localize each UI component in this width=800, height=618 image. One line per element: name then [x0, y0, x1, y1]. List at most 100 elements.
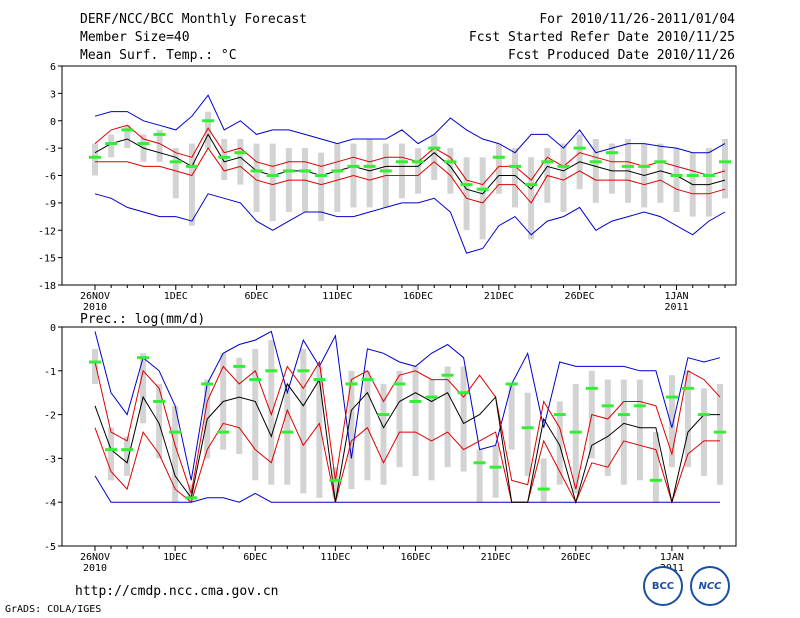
prec-spread-bar — [268, 340, 275, 485]
temp-ensemble-mean-marker — [622, 164, 635, 168]
temp-spread-bar — [237, 139, 244, 185]
temp-ensemble-mean-marker — [638, 164, 651, 168]
temp-x-tick-label: 1DEC — [164, 291, 188, 302]
temp-ensemble-mean-marker — [299, 169, 311, 173]
temp-x-tick-label: 16DEC — [403, 291, 433, 302]
prec-ensemble-mean-marker — [633, 404, 646, 408]
prec-ensemble-mean-marker — [105, 448, 118, 452]
prec-spread-bar — [700, 388, 707, 476]
prec-spread-bar — [508, 383, 515, 450]
prec-spread-bar — [364, 370, 371, 481]
prec-ensemble-mean-marker — [649, 478, 662, 482]
prec-ensemble-mean-marker — [697, 413, 710, 417]
website-url[interactable]: http://cmdp.ncc.cma.gov.cn — [75, 584, 279, 599]
prec-ensemble-mean-marker — [617, 413, 630, 417]
temp-ensemble-mean-marker — [719, 160, 731, 164]
prec-ensemble-mean-marker — [345, 382, 358, 386]
temp-spread-bar — [592, 139, 599, 203]
prec-ensemble-mean-marker — [233, 364, 246, 368]
prec-y-tick-label: -3 — [44, 454, 56, 465]
temp-ensemble-mean-marker — [509, 164, 521, 168]
prec-spread-bar — [540, 458, 547, 503]
temp-spread-bar — [495, 143, 502, 194]
temp-ensemble-mean-marker — [331, 169, 344, 173]
prec-spread-bar — [717, 383, 723, 485]
temp-spread-bar — [608, 143, 615, 194]
temp-spread-bar — [253, 143, 260, 212]
prec-x-tick-label: 26NOV — [80, 552, 110, 563]
temp-ensemble-mean-marker — [686, 174, 699, 177]
prec-spread-bar — [604, 379, 611, 476]
forecast-period: For 2010/11/26-2011/01/04 — [539, 12, 735, 27]
prec-ensemble-mean-marker — [121, 448, 134, 452]
prec-ensemble-mean-marker — [169, 430, 182, 434]
prec-ensemble-mean-marker — [714, 430, 726, 434]
temp-spread-bar — [269, 143, 276, 222]
temp-spread-bar — [722, 139, 728, 199]
prec-spread-bar — [412, 366, 419, 476]
prec-y-tick-label: -4 — [44, 498, 56, 509]
temp-spread-bar — [156, 129, 163, 162]
temp-panel: 6 3 0 -3 -6 -9 -12 -15 -18 26NOV 1DEC 6DEC 11DEC 16DE… — [38, 62, 737, 313]
prec-ensemble-min-line — [94, 475, 720, 503]
temp-y-tick-label: 3 — [50, 89, 56, 100]
prec-ensemble-mean-marker — [313, 378, 326, 382]
prec-spread-bar — [460, 366, 467, 472]
temp-x-tick-label: 1JAN — [664, 291, 688, 302]
temp-ensemble-mean-marker — [557, 164, 570, 168]
prec-ensemble-mean-marker — [569, 430, 582, 434]
prec-ensemble-mean-marker — [473, 461, 486, 465]
prec-y-tick-label: -1 — [44, 367, 56, 378]
prec-x-tick-label: 26DEC — [561, 552, 591, 563]
temp-spread-bar — [221, 139, 228, 181]
prec-ensemble-mean-marker — [521, 426, 534, 430]
temp-ensemble-mean-marker — [363, 164, 376, 168]
temp-spread-bar — [318, 152, 325, 222]
prec-spread-bar — [348, 370, 355, 490]
prec-ensemble-mean-marker — [153, 399, 166, 403]
temp-ensemble-mean-marker — [137, 142, 150, 146]
temp-ensemble-max-line — [94, 94, 726, 154]
temp-spread-bar — [205, 111, 212, 149]
temp-ensemble-mean-marker — [153, 132, 166, 136]
prec-spread-bar — [332, 467, 339, 498]
temp-ensemble-mean-marker — [185, 164, 198, 168]
temp-ensemble-mean-marker — [525, 183, 538, 187]
prec-ensemble-mean-marker — [665, 395, 678, 399]
temp-ensemble-mean-marker — [218, 155, 231, 159]
temp-spread-bar — [334, 143, 341, 212]
temp-ensemble-mean-marker — [234, 151, 247, 155]
temp-ensemble-mean-marker — [428, 146, 441, 150]
temp-spread-bar — [188, 143, 195, 226]
temp-ensemble-mean-marker — [105, 142, 118, 146]
temp-ensemble-mean-marker — [315, 174, 328, 177]
prec-spread-bar — [492, 445, 499, 498]
prec-x-tick-label: 1JAN — [660, 552, 684, 563]
temp-ensemble-mean-marker — [444, 160, 457, 164]
temp-x-year-label: 2010 — [83, 302, 107, 313]
prec-x-tick-label: 11DEC — [320, 552, 350, 563]
prec-y-tick-label: -5 — [44, 542, 56, 553]
member-size: Member Size=40 — [80, 30, 190, 45]
temp-ensemble-mean-marker — [541, 160, 554, 164]
prec-lower-quantile-line — [94, 408, 720, 504]
prec-ensemble-mean-marker — [681, 386, 694, 390]
temp-spread-bar — [398, 143, 405, 199]
prec-ensemble-mean-marker — [393, 382, 406, 386]
temp-spread-bar — [447, 148, 454, 194]
prec-y-tick-label: -2 — [44, 411, 56, 422]
temp-spread-bar — [463, 157, 470, 231]
fcst-produced-date: Fcst Produced Date 2010/11/26 — [508, 48, 735, 63]
prec-spread-bar — [572, 383, 579, 494]
prec-ensemble-mean-marker — [281, 430, 294, 434]
temp-spread-bar — [512, 148, 518, 208]
temp-ensemble-mean-marker — [654, 160, 667, 164]
prec-ensemble-mean-marker — [505, 382, 518, 386]
temp-ensemble-mean-marker — [169, 160, 182, 164]
prec-x-year-label: 2010 — [83, 563, 107, 574]
temp-ensemble-mean-marker — [589, 160, 602, 164]
prec-ensemble-mean-marker — [553, 413, 566, 417]
temp-ensemble-mean-marker — [395, 160, 408, 164]
temp-ensemble-mean-marker — [89, 155, 101, 159]
